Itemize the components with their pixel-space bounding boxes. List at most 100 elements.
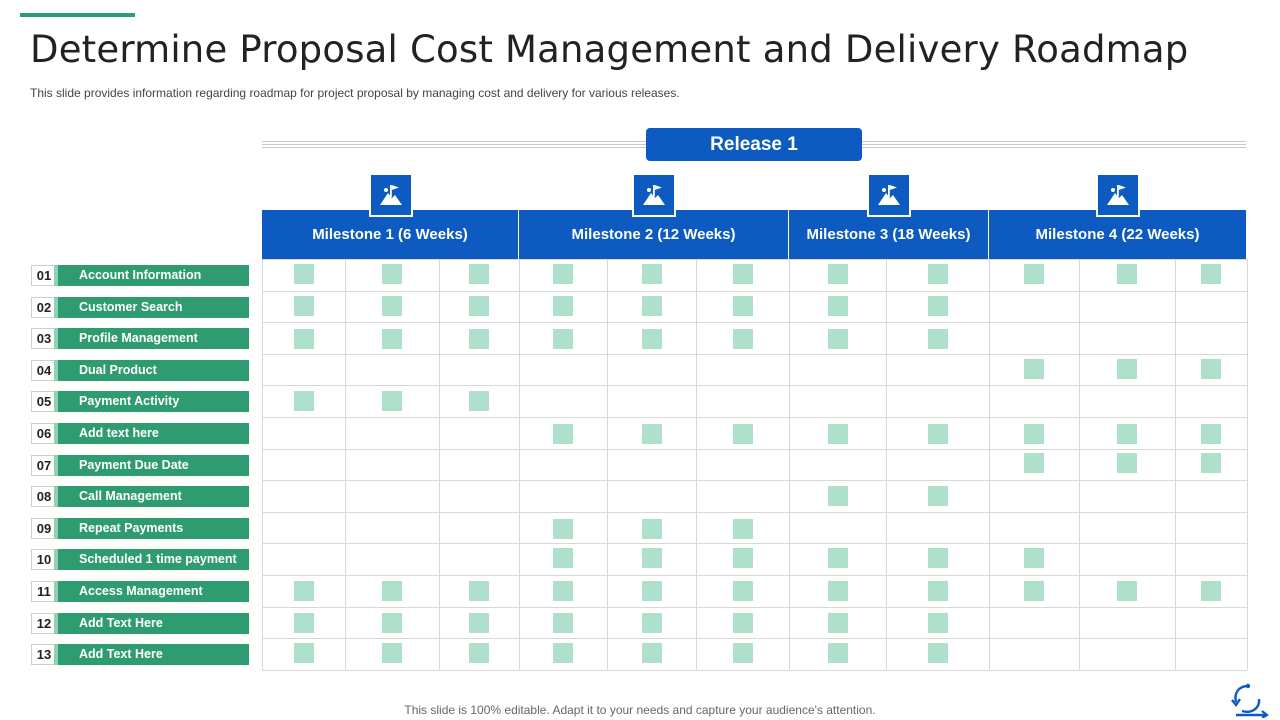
row-number: 12: [31, 613, 57, 634]
grid-column-line: [519, 259, 520, 670]
roadmap-cell-marker: [294, 329, 314, 349]
roadmap-cell-marker: [553, 296, 573, 316]
grid-column-line: [1079, 259, 1080, 670]
milestone-header: Milestone 2 (12 Weeks): [519, 210, 789, 259]
roadmap-cell-marker: [294, 613, 314, 633]
roadmap-cell-marker: [553, 613, 573, 633]
mountain-flag-icon: [368, 173, 413, 217]
roadmap-cell-marker: [642, 643, 662, 663]
grid-column-line: [345, 259, 346, 670]
row-label: Repeat Payments: [54, 518, 249, 539]
roadmap-cell-marker: [642, 296, 662, 316]
roadmap-cell-marker: [642, 424, 662, 444]
roadmap-cell-marker: [1117, 581, 1137, 601]
roadmap-cell-marker: [828, 424, 848, 444]
row-label: Profile Management: [54, 328, 249, 349]
row-label: Add Text Here: [54, 644, 249, 665]
roadmap-cell-marker: [553, 424, 573, 444]
roadmap-cell-marker: [469, 643, 489, 663]
grid-column-line: [789, 259, 790, 670]
roadmap-cell-marker: [553, 548, 573, 568]
mountain-flag-icon: [632, 173, 676, 217]
grid-row-line: [262, 638, 1247, 639]
grid-column-line: [439, 259, 440, 670]
roadmap-cell-marker: [1201, 581, 1221, 601]
row-number: 10: [31, 549, 57, 570]
grid-row-line: [262, 322, 1247, 323]
row-number: 02: [31, 297, 57, 318]
grid-row-line: [262, 449, 1247, 450]
roadmap-cell-marker: [1201, 453, 1221, 473]
roadmap-cell-marker: [294, 264, 314, 284]
cycle-arrows-icon: [1231, 683, 1269, 718]
roadmap-cell-marker: [733, 613, 753, 633]
roadmap-cell-marker: [733, 643, 753, 663]
grid-column-line: [607, 259, 608, 670]
roadmap-cell-marker: [828, 548, 848, 568]
page-title: Determine Proposal Cost Management and D…: [30, 28, 1189, 71]
roadmap-cell-marker: [382, 329, 402, 349]
row-label: Access Management: [54, 581, 249, 602]
row-number: 09: [31, 518, 57, 539]
grid-row-line: [262, 291, 1247, 292]
grid-row-line: [262, 385, 1247, 386]
roadmap-cell-marker: [1201, 424, 1221, 444]
roadmap-cell-marker: [733, 424, 753, 444]
roadmap-cell-marker: [469, 296, 489, 316]
row-label: Scheduled 1 time payment: [54, 549, 249, 570]
roadmap-cell-marker: [1024, 453, 1044, 473]
grid-row-line: [262, 575, 1247, 576]
roadmap-cell-marker: [828, 643, 848, 663]
roadmap-cell-marker: [382, 613, 402, 633]
roadmap-cell-marker: [1201, 359, 1221, 379]
roadmap-cell-marker: [928, 424, 948, 444]
page-subtitle: This slide provides information regardin…: [30, 86, 680, 100]
roadmap-cell-marker: [1201, 264, 1221, 284]
roadmap-cell-marker: [733, 264, 753, 284]
milestone-header: Milestone 4 (22 Weeks): [989, 210, 1247, 259]
row-label: Add Text Here: [54, 613, 249, 634]
row-number: 03: [31, 328, 57, 349]
row-label: Customer Search: [54, 297, 249, 318]
roadmap-cell-marker: [294, 296, 314, 316]
release-banner: Release 1: [646, 128, 862, 161]
roadmap-cell-marker: [642, 581, 662, 601]
roadmap-cell-marker: [733, 329, 753, 349]
roadmap-cell-marker: [294, 581, 314, 601]
roadmap-cell-marker: [1024, 359, 1044, 379]
row-number: 11: [31, 581, 57, 602]
roadmap-cell-marker: [828, 329, 848, 349]
roadmap-cell-marker: [828, 296, 848, 316]
roadmap-cell-marker: [294, 643, 314, 663]
row-label: Add text here: [54, 423, 249, 444]
grid-column-line: [989, 259, 990, 670]
roadmap-cell-marker: [469, 613, 489, 633]
roadmap-cell-marker: [733, 296, 753, 316]
row-number: 01: [31, 265, 57, 286]
title-accent-bar: [20, 13, 135, 17]
roadmap-cell-marker: [828, 264, 848, 284]
roadmap-cell-marker: [1117, 424, 1137, 444]
roadmap-cell-marker: [1024, 264, 1044, 284]
roadmap-cell-marker: [928, 581, 948, 601]
roadmap-cell-marker: [928, 486, 948, 506]
row-number: 06: [31, 423, 57, 444]
grid-row-line: [262, 543, 1247, 544]
milestone-header: Milestone 3 (18 Weeks): [789, 210, 989, 259]
row-label: Payment Due Date: [54, 455, 249, 476]
row-label: Account Information: [54, 265, 249, 286]
grid-column-line: [262, 259, 263, 670]
roadmap-cell-marker: [828, 581, 848, 601]
grid-column-line: [696, 259, 697, 670]
mountain-flag-icon: [1096, 173, 1140, 217]
mountain-flag-icon: [867, 173, 911, 217]
roadmap-cell-marker: [1024, 581, 1044, 601]
row-label: Payment Activity: [54, 391, 249, 412]
roadmap-cell-marker: [469, 581, 489, 601]
roadmap-cell-marker: [1117, 359, 1137, 379]
roadmap-cell-marker: [382, 264, 402, 284]
roadmap-cell-marker: [828, 613, 848, 633]
grid-column-line: [886, 259, 887, 670]
roadmap-cell-marker: [294, 391, 314, 411]
roadmap-cell-marker: [469, 329, 489, 349]
